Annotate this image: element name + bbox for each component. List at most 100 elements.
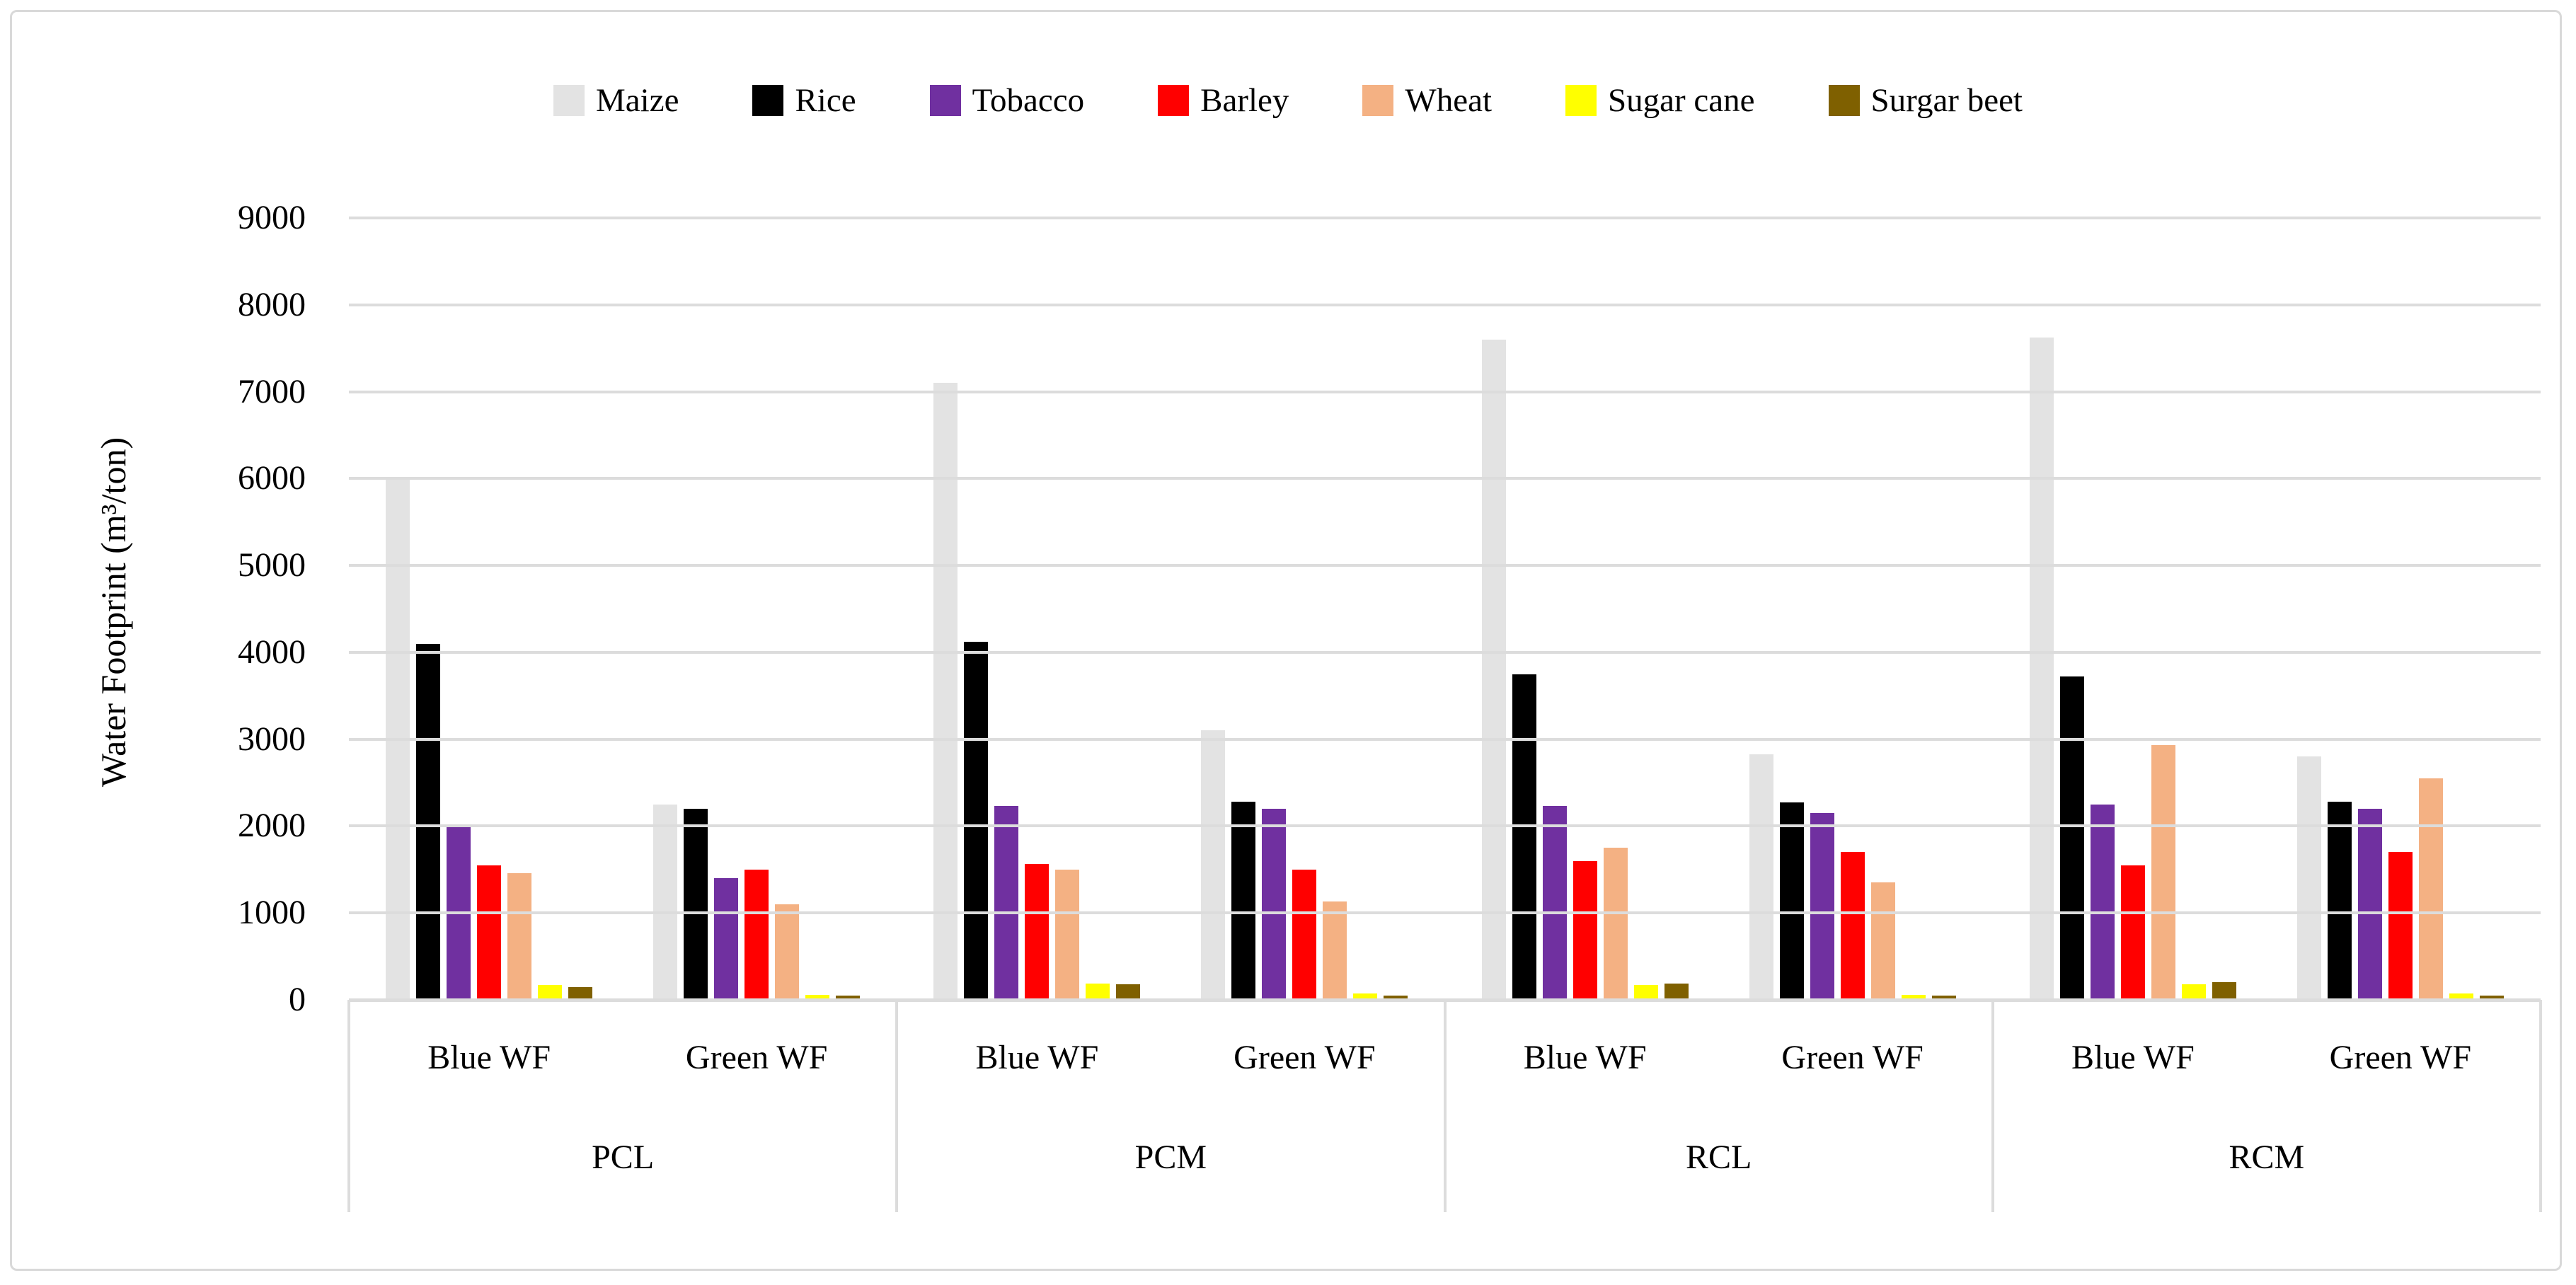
bar-tobacco-rcm-blue-wf: [2090, 805, 2115, 1000]
subgroup-labels-pcm: Blue WF Green WF: [897, 1008, 1444, 1107]
group-label-wrap-pcm: PCM: [897, 1112, 1444, 1211]
legend-swatch-maize: [553, 85, 585, 116]
bar-sugar-cane-pcl-blue-wf: [538, 985, 563, 1000]
bar-tobacco-pcm-green-wf: [1262, 809, 1287, 1000]
legend-item-surgar-beet: Surgar beet: [1828, 79, 2023, 122]
bar-barley-rcm-green-wf: [2388, 852, 2413, 1000]
bar-sugar-cane-rcl-green-wf: [1901, 995, 1926, 1000]
y-tick-label-3000: 3000: [238, 720, 306, 758]
gridline-8000: [349, 303, 2541, 306]
legend-label-surgar-beet: Surgar beet: [1870, 82, 2023, 119]
bar-wheat-rcl-blue-wf: [1603, 848, 1628, 1000]
subgroup-pcm-green-wf: [1201, 218, 1408, 1000]
bar-sugar-cane-pcm-blue-wf: [1086, 984, 1110, 1000]
bar-group-rcm: [1993, 218, 2541, 1000]
chart-legend: Maize Rice Tobacco Barley Wheat Sugar cane Sur…: [142, 78, 2434, 123]
axis-label-pcl: PCL: [592, 1139, 655, 1176]
bar-wheat-rcm-green-wf: [2418, 778, 2443, 1000]
bar-rice-rcl-green-wf: [1779, 802, 1804, 1000]
legend-item-barley: Barley: [1158, 79, 1289, 122]
bar-tobacco-rcm-green-wf: [2357, 809, 2382, 1000]
group-label-wrap-pcl: PCL: [349, 1112, 897, 1211]
bar-surgar-beet-pcm-blue-wf: [1116, 984, 1141, 1000]
legend-swatch-tobacco: [929, 85, 961, 116]
legend-item-sugar-cane: Sugar cane: [1565, 79, 1755, 122]
bar-surgar-beet-rcm-blue-wf: [2212, 982, 2236, 1000]
bar-rice-pcm-green-wf: [1231, 802, 1256, 1000]
category-axis: Blue WF Green WF Blue WF Green WF Blue WF Gre…: [347, 1000, 2542, 1212]
axis-label-rcl-blue-wf: Blue WF: [1523, 1039, 1647, 1076]
legend-label-sugar-cane: Sugar cane: [1608, 82, 1755, 119]
bar-tobacco-pcl-green-wf: [714, 878, 739, 1000]
bar-sugar-cane-rcl-blue-wf: [1633, 985, 1658, 1000]
bar-tobacco-rcl-blue-wf: [1542, 806, 1567, 1000]
subgroup-label-row: Blue WF Green WF Blue WF Green WF Blue WF Gre…: [349, 1008, 2541, 1107]
gridline-6000: [349, 477, 2541, 480]
y-tick-label-0: 0: [289, 981, 306, 1018]
subgroup-rcm-blue-wf: [2029, 218, 2236, 1000]
bar-surgar-beet-pcl-green-wf: [836, 996, 861, 1000]
bar-barley-pcl-green-wf: [744, 870, 769, 1000]
bar-sugar-cane-pcm-green-wf: [1353, 993, 1378, 1000]
bar-barley-rcl-green-wf: [1840, 852, 1865, 1000]
subgroup-labels-pcl: Blue WF Green WF: [349, 1008, 897, 1107]
bar-sugar-cane-rcm-green-wf: [2449, 993, 2473, 1000]
bar-barley-rcm-blue-wf: [2120, 865, 2145, 1000]
bar-wheat-pcl-green-wf: [775, 904, 800, 1000]
bar-maize-rcl-blue-wf: [1481, 340, 1506, 1000]
gridline-3000: [349, 737, 2541, 741]
bar-wheat-pcm-blue-wf: [1055, 870, 1080, 1000]
y-tick-label-7000: 7000: [238, 372, 306, 410]
axis-label-rcm: RCM: [2229, 1139, 2305, 1176]
legend-item-tobacco: Tobacco: [929, 79, 1085, 122]
subgroup-rcl-blue-wf: [1481, 218, 1689, 1000]
bar-rice-pcl-green-wf: [684, 809, 708, 1000]
bar-rice-pcl-blue-wf: [416, 644, 441, 1000]
bar-maize-rcl-green-wf: [1749, 754, 1773, 1000]
bar-surgar-beet-pcl-blue-wf: [568, 987, 593, 1000]
bar-maize-pcl-green-wf: [653, 805, 678, 1000]
y-tick-label-4000: 4000: [238, 633, 306, 671]
category-separator-1: [895, 1000, 898, 1212]
bar-barley-rcl-blue-wf: [1572, 861, 1597, 1000]
legend-label-tobacco: Tobacco: [972, 82, 1085, 119]
bar-group-pcl: [349, 218, 897, 1000]
bar-rice-rcm-blue-wf: [2059, 676, 2084, 1000]
y-tick-label-5000: 5000: [238, 546, 306, 584]
subgroup-pcm-blue-wf: [933, 218, 1141, 1000]
legend-swatch-rice: [752, 85, 784, 116]
bar-group-rcl: [1445, 218, 1993, 1000]
subgroup-labels-rcm: Blue WF Green WF: [1993, 1008, 2541, 1107]
bar-wheat-pcm-green-wf: [1323, 901, 1347, 1000]
figure-frame: [10, 10, 2562, 1271]
bar-maize-pcm-green-wf: [1201, 730, 1226, 1000]
bar-surgar-beet-rcl-green-wf: [1931, 996, 1956, 1000]
category-separator-3: [1991, 1000, 1994, 1212]
category-separator-2: [1444, 1000, 1447, 1212]
bar-maize-pcm-blue-wf: [933, 383, 958, 1000]
bar-maize-rcm-green-wf: [2296, 756, 2321, 1000]
legend-swatch-surgar-beet: [1828, 85, 1860, 116]
bar-groups: [349, 218, 2541, 1000]
bar-tobacco-pcm-blue-wf: [994, 806, 1019, 1000]
legend-item-wheat: Wheat: [1362, 79, 1492, 122]
bar-wheat-rcm-blue-wf: [2151, 745, 2175, 1000]
axis-label-rcm-blue-wf: Blue WF: [2071, 1039, 2195, 1076]
y-tick-label-9000: 9000: [238, 199, 306, 236]
subgroup-rcm-green-wf: [2296, 218, 2504, 1000]
legend-item-rice: Rice: [752, 79, 856, 122]
legend-label-barley: Barley: [1200, 82, 1289, 119]
y-tick-label-8000: 8000: [238, 285, 306, 323]
subgroup-labels-rcl: Blue WF Green WF: [1445, 1008, 1993, 1107]
group-label-wrap-rcl: RCL: [1445, 1112, 1993, 1211]
plot-area: [349, 217, 2541, 1002]
axis-label-rcl-green-wf: Green WF: [1781, 1039, 1924, 1076]
y-tick-label-6000: 6000: [238, 459, 306, 497]
group-label-wrap-rcm: RCM: [1993, 1112, 2541, 1211]
legend-swatch-wheat: [1362, 85, 1394, 116]
bar-sugar-cane-pcl-green-wf: [805, 995, 830, 1000]
gridline-9000: [349, 217, 2541, 219]
legend-label-maize: Maize: [596, 82, 679, 119]
bar-rice-rcl-blue-wf: [1512, 674, 1536, 1000]
axis-label-pcl-green-wf: Green WF: [685, 1039, 828, 1076]
